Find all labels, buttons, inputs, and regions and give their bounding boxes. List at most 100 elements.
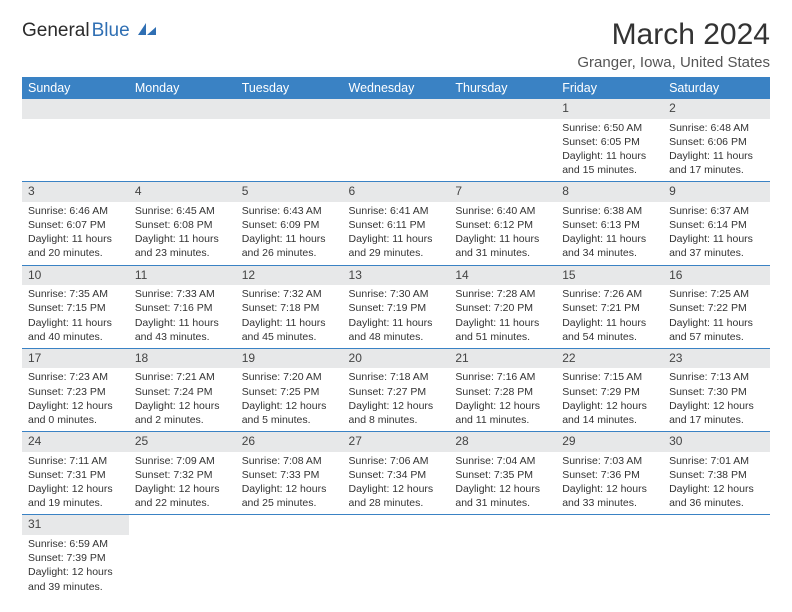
calendar-day-empty bbox=[343, 99, 450, 182]
calendar-day: 22Sunrise: 7:15 AMSunset: 7:29 PMDayligh… bbox=[556, 348, 663, 431]
day-number: 27 bbox=[343, 432, 450, 452]
day-number: 6 bbox=[343, 182, 450, 202]
day-details: Sunrise: 6:43 AMSunset: 6:09 PMDaylight:… bbox=[236, 202, 343, 265]
calendar-week: 31Sunrise: 6:59 AMSunset: 7:39 PMDayligh… bbox=[22, 515, 770, 598]
day-number: 2 bbox=[663, 99, 770, 119]
day-number: 15 bbox=[556, 266, 663, 286]
calendar-day: 23Sunrise: 7:13 AMSunset: 7:30 PMDayligh… bbox=[663, 348, 770, 431]
day-number: 28 bbox=[449, 432, 556, 452]
day-details: Sunrise: 7:15 AMSunset: 7:29 PMDaylight:… bbox=[556, 368, 663, 431]
calendar-week: 24Sunrise: 7:11 AMSunset: 7:31 PMDayligh… bbox=[22, 432, 770, 515]
calendar-day: 13Sunrise: 7:30 AMSunset: 7:19 PMDayligh… bbox=[343, 265, 450, 348]
day-details: Sunrise: 7:16 AMSunset: 7:28 PMDaylight:… bbox=[449, 368, 556, 431]
page-subtitle: Granger, Iowa, United States bbox=[577, 54, 770, 71]
calendar-body: 1Sunrise: 6:50 AMSunset: 6:05 PMDaylight… bbox=[22, 99, 770, 598]
calendar-day: 12Sunrise: 7:32 AMSunset: 7:18 PMDayligh… bbox=[236, 265, 343, 348]
day-number: 31 bbox=[22, 515, 129, 535]
title-block: March 2024 Granger, Iowa, United States bbox=[577, 18, 770, 71]
day-details: Sunrise: 6:45 AMSunset: 6:08 PMDaylight:… bbox=[129, 202, 236, 265]
day-details: Sunrise: 6:59 AMSunset: 7:39 PMDaylight:… bbox=[22, 535, 129, 598]
logo: GeneralBlue bbox=[22, 20, 158, 42]
day-number: 17 bbox=[22, 349, 129, 369]
day-details: Sunrise: 7:32 AMSunset: 7:18 PMDaylight:… bbox=[236, 285, 343, 348]
calendar-day-empty bbox=[129, 99, 236, 182]
calendar-day-empty bbox=[449, 515, 556, 598]
day-text-empty bbox=[129, 119, 236, 174]
calendar-day: 29Sunrise: 7:03 AMSunset: 7:36 PMDayligh… bbox=[556, 432, 663, 515]
day-number: 26 bbox=[236, 432, 343, 452]
calendar-day: 11Sunrise: 7:33 AMSunset: 7:16 PMDayligh… bbox=[129, 265, 236, 348]
day-details: Sunrise: 7:30 AMSunset: 7:19 PMDaylight:… bbox=[343, 285, 450, 348]
calendar-day: 1Sunrise: 6:50 AMSunset: 6:05 PMDaylight… bbox=[556, 99, 663, 182]
day-details: Sunrise: 6:50 AMSunset: 6:05 PMDaylight:… bbox=[556, 119, 663, 182]
calendar-week: 3Sunrise: 6:46 AMSunset: 6:07 PMDaylight… bbox=[22, 182, 770, 265]
weekday-header: Wednesday bbox=[343, 77, 450, 99]
day-number: 21 bbox=[449, 349, 556, 369]
day-text-empty bbox=[343, 119, 450, 174]
day-number: 4 bbox=[129, 182, 236, 202]
day-details: Sunrise: 7:21 AMSunset: 7:24 PMDaylight:… bbox=[129, 368, 236, 431]
calendar-day-empty bbox=[343, 515, 450, 598]
weekday-header: Tuesday bbox=[236, 77, 343, 99]
calendar-day: 6Sunrise: 6:41 AMSunset: 6:11 PMDaylight… bbox=[343, 182, 450, 265]
calendar-day: 15Sunrise: 7:26 AMSunset: 7:21 PMDayligh… bbox=[556, 265, 663, 348]
calendar-day: 18Sunrise: 7:21 AMSunset: 7:24 PMDayligh… bbox=[129, 348, 236, 431]
calendar-day: 21Sunrise: 7:16 AMSunset: 7:28 PMDayligh… bbox=[449, 348, 556, 431]
day-number-empty bbox=[343, 99, 450, 119]
weekday-header: Monday bbox=[129, 77, 236, 99]
day-details: Sunrise: 7:18 AMSunset: 7:27 PMDaylight:… bbox=[343, 368, 450, 431]
calendar-week: 17Sunrise: 7:23 AMSunset: 7:23 PMDayligh… bbox=[22, 348, 770, 431]
calendar-day: 31Sunrise: 6:59 AMSunset: 7:39 PMDayligh… bbox=[22, 515, 129, 598]
calendar-day-empty bbox=[236, 515, 343, 598]
calendar-day: 2Sunrise: 6:48 AMSunset: 6:06 PMDaylight… bbox=[663, 99, 770, 182]
day-number: 19 bbox=[236, 349, 343, 369]
calendar-day: 17Sunrise: 7:23 AMSunset: 7:23 PMDayligh… bbox=[22, 348, 129, 431]
day-number: 18 bbox=[129, 349, 236, 369]
day-text-empty bbox=[22, 119, 129, 174]
calendar-day-empty bbox=[129, 515, 236, 598]
day-details: Sunrise: 7:08 AMSunset: 7:33 PMDaylight:… bbox=[236, 452, 343, 515]
day-number: 20 bbox=[343, 349, 450, 369]
day-details: Sunrise: 6:41 AMSunset: 6:11 PMDaylight:… bbox=[343, 202, 450, 265]
day-details: Sunrise: 7:35 AMSunset: 7:15 PMDaylight:… bbox=[22, 285, 129, 348]
day-details: Sunrise: 7:03 AMSunset: 7:36 PMDaylight:… bbox=[556, 452, 663, 515]
weekday-header: Saturday bbox=[663, 77, 770, 99]
day-number: 11 bbox=[129, 266, 236, 286]
calendar-week: 10Sunrise: 7:35 AMSunset: 7:15 PMDayligh… bbox=[22, 265, 770, 348]
calendar-day: 19Sunrise: 7:20 AMSunset: 7:25 PMDayligh… bbox=[236, 348, 343, 431]
calendar-week: 1Sunrise: 6:50 AMSunset: 6:05 PMDaylight… bbox=[22, 99, 770, 182]
day-text-empty bbox=[236, 119, 343, 174]
day-number: 16 bbox=[663, 266, 770, 286]
calendar-day: 5Sunrise: 6:43 AMSunset: 6:09 PMDaylight… bbox=[236, 182, 343, 265]
day-number: 30 bbox=[663, 432, 770, 452]
day-details: Sunrise: 6:46 AMSunset: 6:07 PMDaylight:… bbox=[22, 202, 129, 265]
calendar-day-empty bbox=[236, 99, 343, 182]
header: GeneralBlue March 2024 Granger, Iowa, Un… bbox=[22, 18, 770, 71]
day-number-empty bbox=[129, 99, 236, 119]
day-number-empty bbox=[449, 99, 556, 119]
calendar-day: 8Sunrise: 6:38 AMSunset: 6:13 PMDaylight… bbox=[556, 182, 663, 265]
day-details: Sunrise: 7:13 AMSunset: 7:30 PMDaylight:… bbox=[663, 368, 770, 431]
day-number: 12 bbox=[236, 266, 343, 286]
calendar-day: 26Sunrise: 7:08 AMSunset: 7:33 PMDayligh… bbox=[236, 432, 343, 515]
day-details: Sunrise: 7:06 AMSunset: 7:34 PMDaylight:… bbox=[343, 452, 450, 515]
calendar-day: 27Sunrise: 7:06 AMSunset: 7:34 PMDayligh… bbox=[343, 432, 450, 515]
day-number: 13 bbox=[343, 266, 450, 286]
calendar-day: 30Sunrise: 7:01 AMSunset: 7:38 PMDayligh… bbox=[663, 432, 770, 515]
day-number-empty bbox=[22, 99, 129, 119]
day-number: 22 bbox=[556, 349, 663, 369]
day-number: 14 bbox=[449, 266, 556, 286]
calendar-day: 10Sunrise: 7:35 AMSunset: 7:15 PMDayligh… bbox=[22, 265, 129, 348]
weekday-header: Sunday bbox=[22, 77, 129, 99]
day-text-empty bbox=[449, 119, 556, 174]
day-details: Sunrise: 7:11 AMSunset: 7:31 PMDaylight:… bbox=[22, 452, 129, 515]
day-details: Sunrise: 7:33 AMSunset: 7:16 PMDaylight:… bbox=[129, 285, 236, 348]
day-details: Sunrise: 7:28 AMSunset: 7:20 PMDaylight:… bbox=[449, 285, 556, 348]
day-details: Sunrise: 7:04 AMSunset: 7:35 PMDaylight:… bbox=[449, 452, 556, 515]
day-details: Sunrise: 6:40 AMSunset: 6:12 PMDaylight:… bbox=[449, 202, 556, 265]
calendar-day: 25Sunrise: 7:09 AMSunset: 7:32 PMDayligh… bbox=[129, 432, 236, 515]
calendar-day: 7Sunrise: 6:40 AMSunset: 6:12 PMDaylight… bbox=[449, 182, 556, 265]
day-number: 3 bbox=[22, 182, 129, 202]
calendar-head: SundayMondayTuesdayWednesdayThursdayFrid… bbox=[22, 77, 770, 99]
day-details: Sunrise: 6:38 AMSunset: 6:13 PMDaylight:… bbox=[556, 202, 663, 265]
